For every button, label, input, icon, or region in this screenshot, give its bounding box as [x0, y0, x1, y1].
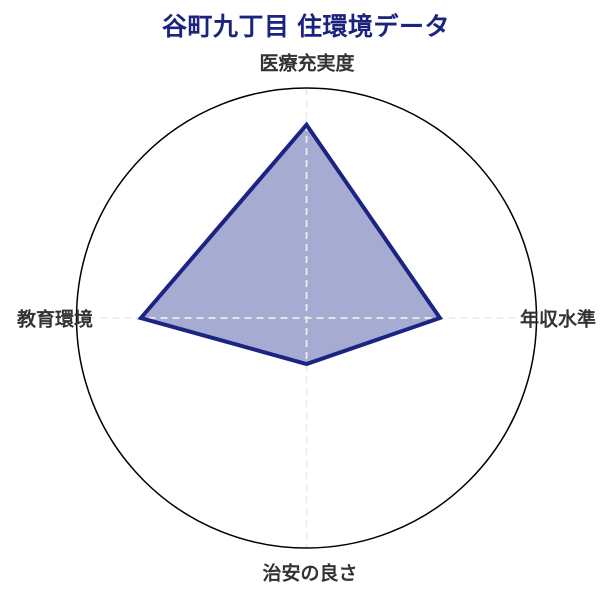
chart-title: 谷町九丁目 住環境データ: [162, 13, 450, 41]
axis-label-education: 教育環境: [16, 309, 94, 331]
data-polygon-fill: [140, 124, 440, 364]
data-polygon-outline: [137, 121, 444, 367]
outer-circle: [75, 87, 538, 549]
axis-label-safety: 治安の良さ: [262, 563, 358, 585]
axis-label-income: 年収水準: [519, 309, 597, 331]
axis-label-medical: 医療充実度: [259, 53, 355, 75]
